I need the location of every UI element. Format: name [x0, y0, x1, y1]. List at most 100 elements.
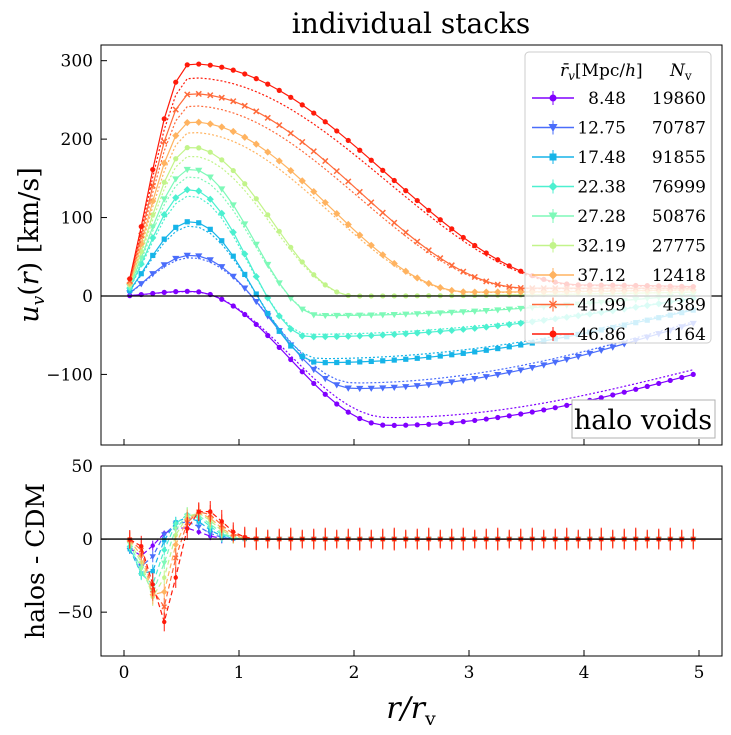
- data-point: [656, 380, 662, 387]
- legend-row-17.48: 17.48 91855: [532, 148, 706, 168]
- data-point: [321, 333, 329, 341]
- data-point: [183, 186, 191, 194]
- data-point: [425, 310, 433, 317]
- data-point: [426, 354, 432, 360]
- series-line-cdm: [129, 290, 694, 419]
- data-point: [206, 174, 214, 181]
- data-point: [241, 102, 248, 109]
- data-point: [149, 182, 156, 189]
- data-point: [173, 156, 179, 162]
- data-point: [265, 310, 271, 317]
- data-point: [402, 267, 410, 275]
- difference-line: [129, 514, 694, 595]
- legend-nv-label: 70787: [652, 119, 706, 139]
- data-point: [494, 372, 502, 379]
- data-point: [160, 262, 168, 269]
- x-axis-label: r/rv: [386, 691, 436, 730]
- data-point: [276, 122, 283, 129]
- legend-rv-label: 41.99: [577, 296, 626, 316]
- data-point: [414, 422, 420, 428]
- data-point: [460, 234, 466, 241]
- data-point: [172, 132, 180, 140]
- bottom-y-tick-label: 50: [71, 457, 93, 477]
- legend-marker: [548, 182, 558, 191]
- difference-point: [195, 524, 202, 530]
- data-point: [276, 344, 282, 350]
- data-point: [298, 332, 306, 340]
- data-point: [495, 257, 501, 263]
- data-point: [184, 62, 190, 68]
- top-y-tick-label: 100: [61, 209, 93, 229]
- data-point: [288, 244, 294, 250]
- difference-line: [129, 511, 694, 609]
- data-point: [321, 312, 329, 320]
- x-tick-label: 3: [464, 663, 475, 683]
- data-point: [310, 333, 318, 341]
- data-point: [334, 289, 340, 295]
- data-point: [540, 362, 548, 369]
- legend-nv-label: 76999: [652, 178, 706, 198]
- data-point: [322, 360, 328, 366]
- data-point: [380, 422, 386, 428]
- x-tick-label: 2: [349, 663, 360, 683]
- difference-point: [173, 555, 179, 561]
- data-point: [506, 344, 512, 350]
- legend-rv-label: 32.19: [577, 237, 626, 257]
- data-point: [425, 328, 433, 336]
- data-point: [206, 120, 214, 128]
- legend-marker: [548, 270, 558, 280]
- data-point: [219, 238, 225, 244]
- data-point: [299, 259, 305, 265]
- data-point: [344, 385, 352, 392]
- legend-row-32.19: 32.19 27775: [532, 237, 706, 257]
- data-point: [207, 62, 213, 68]
- data-point: [173, 289, 179, 295]
- data-point: [138, 271, 144, 277]
- annotation-box: halo voids: [571, 399, 716, 439]
- data-point: [391, 357, 397, 363]
- data-point: [334, 128, 340, 134]
- data-point: [356, 385, 364, 393]
- data-point: [609, 344, 617, 351]
- data-point: [150, 166, 156, 173]
- legend-marker: [549, 242, 557, 249]
- data-point: [161, 138, 168, 145]
- data-point: [368, 199, 375, 206]
- legend-rv-label: 22.38: [577, 178, 626, 198]
- data-point: [242, 311, 248, 318]
- difference-point: [172, 541, 179, 548]
- data-point: [597, 347, 605, 354]
- legend-nv-label: 91855: [652, 148, 706, 168]
- annotation-frame: [571, 399, 716, 439]
- data-point: [403, 188, 409, 194]
- data-point: [264, 114, 271, 121]
- legend-rv-label: 12.75: [577, 119, 626, 139]
- series-line-cdm: [129, 257, 694, 384]
- top-y-tick-label: 300: [61, 52, 93, 72]
- data-point: [241, 285, 249, 292]
- data-point: [402, 384, 410, 391]
- bottom-y-tick-label: 0: [82, 530, 93, 550]
- data-point: [357, 359, 363, 365]
- difference-point: [208, 509, 213, 514]
- data-point: [126, 279, 134, 287]
- data-point: [518, 268, 524, 274]
- series-line-cdm: [129, 195, 694, 335]
- bottom-axes-frame: [100, 465, 723, 657]
- data-point: [160, 196, 168, 203]
- data-point: [368, 420, 374, 426]
- data-point: [333, 209, 341, 218]
- data-point: [276, 328, 282, 334]
- data-point: [265, 332, 271, 339]
- data-point: [196, 61, 202, 67]
- data-point: [252, 241, 260, 248]
- x-tick-label: 4: [579, 663, 590, 683]
- difference-line: [129, 512, 694, 596]
- top-axes-frame: [100, 44, 723, 446]
- data-point: [264, 261, 272, 269]
- data-point: [437, 420, 443, 427]
- data-point: [334, 401, 340, 407]
- data-point: [505, 306, 513, 313]
- data-point: [528, 364, 536, 372]
- data-point: [218, 94, 225, 101]
